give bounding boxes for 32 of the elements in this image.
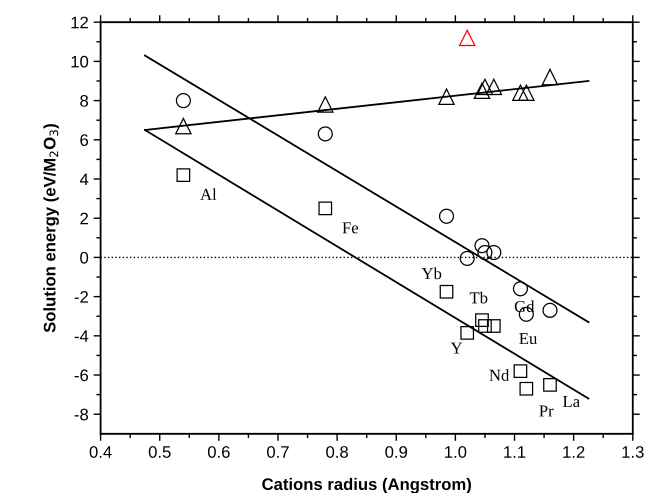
x-tick-label: 1.2 <box>563 446 584 458</box>
x-tick-label: 1.3 <box>622 446 644 458</box>
annotation: Eu <box>519 333 538 344</box>
annotation: Tb <box>470 292 488 304</box>
y-tick-label: -6 <box>74 369 88 382</box>
annotation: Al <box>200 188 216 200</box>
annotation: Pr <box>539 405 554 416</box>
x-tick-label: 0.4 <box>90 446 112 458</box>
y-tick-label: -4 <box>74 330 88 342</box>
y-tick-label: -8 <box>74 408 88 420</box>
x-axis-title: Cations radius (Angstrom) <box>262 478 471 493</box>
y-axis-title: Solution energy (eV/M$_{2}$O$_{3}$) <box>43 124 59 332</box>
y-tick-label: 10 <box>72 56 88 68</box>
x-tick-label: 0.7 <box>267 446 289 458</box>
x-tick-label: 0.8 <box>326 446 348 458</box>
y-tick-label: -2 <box>74 291 88 303</box>
y-tick-label: 12 <box>72 16 88 28</box>
x-tick-label: 1.0 <box>445 446 466 458</box>
x-tick-label: 1.1 <box>504 446 526 458</box>
annotation: Y <box>450 342 462 354</box>
y-tick-label: 2 <box>80 212 88 224</box>
y-tick-label: 8 <box>80 94 88 107</box>
annotation: La <box>562 396 580 408</box>
y-tick-label: 4 <box>80 174 88 186</box>
annotation: Fe <box>342 222 358 234</box>
y-tick-label: 6 <box>80 134 88 146</box>
y-tick-label: 0 <box>80 252 88 264</box>
annotation: Yb <box>422 267 442 280</box>
x-tick-label: 0.9 <box>385 446 408 458</box>
annotation: Nd <box>489 369 510 381</box>
x-tick-label: 0.5 <box>148 446 171 458</box>
x-tick-label: 0.6 <box>208 446 230 458</box>
